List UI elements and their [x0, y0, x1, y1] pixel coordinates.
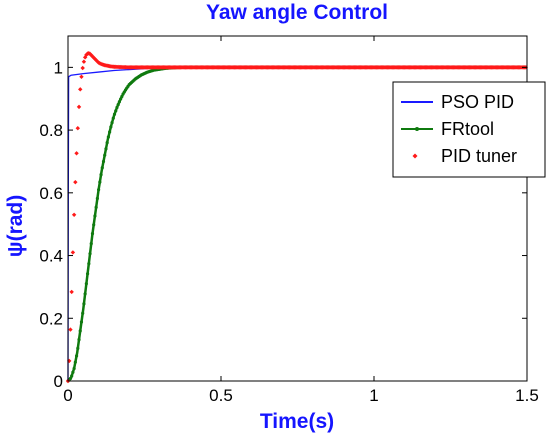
pid-tuner-point	[82, 55, 88, 60]
frtool-point	[83, 292, 87, 296]
pid-tuner-point	[91, 55, 96, 60]
legend-label: FRtool	[441, 119, 494, 139]
frtool-point	[115, 105, 119, 110]
x-axis-ticks: 0 0.5 1 1.5	[63, 36, 539, 405]
x-tick-label: 1.5	[515, 386, 539, 405]
y-tick-label: 0.2	[39, 309, 63, 328]
frtool-point	[114, 109, 118, 113]
y-axis-ticks: 0 0.2 0.4 0.6 0.8 1	[39, 58, 527, 391]
pid-tuner-point	[68, 327, 73, 332]
frtool-point	[93, 214, 97, 218]
legend-label: PID tuner	[441, 146, 517, 166]
pid-tuner-point	[95, 59, 100, 64]
frtool-point	[103, 153, 107, 157]
frtool-point	[79, 320, 84, 324]
frtool-point	[90, 231, 95, 236]
pid-tuner-point	[73, 179, 78, 185]
pid-tuner-point	[76, 104, 82, 110]
plot-area	[65, 51, 528, 384]
pid-tuner-point	[90, 54, 95, 59]
pid-tuner-point	[79, 74, 84, 79]
frtool-point	[105, 141, 109, 145]
pid-tuner-point	[80, 65, 85, 71]
legend: PSO PID FRtool PID tuner	[392, 81, 546, 178]
frtool-point	[97, 188, 101, 192]
frtool-point	[77, 338, 81, 342]
x-tick-label: 0.5	[209, 386, 233, 405]
pid-tuner-point	[81, 59, 87, 64]
frtool-point	[110, 120, 114, 125]
frtool-point	[82, 302, 86, 306]
y-tick-label: 1	[54, 58, 63, 77]
pid-tuner-point	[74, 151, 79, 156]
pid-tuner-point	[89, 52, 94, 58]
y-tick-label: 0.4	[39, 247, 63, 266]
frtool-point	[76, 346, 80, 350]
frtool-point	[71, 370, 75, 374]
frtool-point	[92, 223, 96, 227]
frtool-point	[120, 94, 124, 99]
frtool-point	[94, 205, 98, 209]
frtool-point	[106, 135, 110, 139]
frtool-point	[95, 196, 99, 201]
frtool-point	[111, 116, 115, 120]
frtool-point	[72, 366, 76, 371]
pid-tuner-point	[69, 289, 74, 295]
chart-title: Yaw angle Control	[206, 1, 388, 24]
x-tick-label: 0	[63, 386, 72, 405]
frtool-point	[112, 112, 117, 116]
frtool-point	[116, 103, 120, 107]
frtool-point	[68, 376, 73, 381]
frtool-point	[87, 262, 91, 266]
y-axis-label: ψ(rad)	[4, 195, 27, 258]
legend-label: PSO PID	[441, 92, 514, 112]
frtool-point	[98, 180, 102, 184]
pid-tuner-point	[70, 250, 76, 255]
frtool-point	[84, 282, 88, 286]
frtool-point	[88, 252, 92, 256]
pid-tuner-point	[78, 87, 83, 92]
frtool-point	[100, 166, 104, 170]
frtool-point	[109, 125, 113, 129]
frtool-point	[70, 374, 74, 378]
pid-tuner-point	[71, 212, 77, 217]
plot-frame	[67, 35, 528, 382]
frtool-point	[85, 272, 90, 276]
frtool-point	[108, 130, 112, 134]
frtool-point	[74, 354, 79, 358]
y-tick-label: 0.8	[39, 121, 63, 140]
legend-marker	[415, 127, 419, 131]
x-tick-label: 1	[369, 386, 378, 405]
frtool-point	[101, 159, 106, 164]
frtool-point	[78, 329, 82, 333]
x-axis-label: Time(s)	[260, 410, 334, 433]
frtool-point	[119, 97, 123, 101]
frtool-point	[99, 173, 103, 177]
legend-marker	[412, 153, 418, 159]
frtool-point	[73, 360, 77, 364]
frtool-point	[89, 242, 93, 246]
frtool-point	[104, 147, 108, 151]
frtool-point	[117, 100, 122, 104]
frtool-point	[81, 311, 85, 315]
y-tick-label: 0.6	[39, 184, 63, 203]
y-tick-label: 0	[54, 372, 63, 391]
pid-tuner-point	[87, 51, 93, 57]
pid-tuner-point	[75, 126, 80, 131]
